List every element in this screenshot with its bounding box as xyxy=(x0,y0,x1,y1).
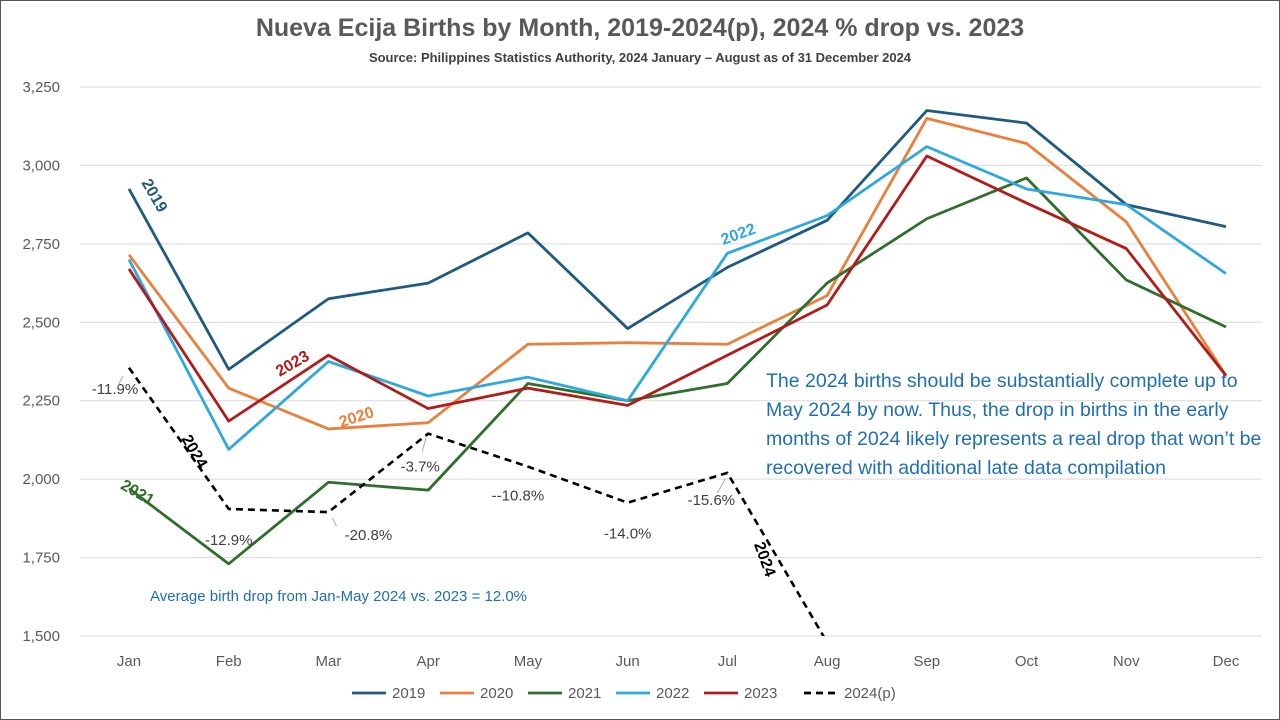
legend-label: 2020 xyxy=(480,685,513,702)
legend-label: 2021 xyxy=(568,685,601,702)
x-tick-label: Nov xyxy=(1113,653,1140,670)
y-tick-label: 2,500 xyxy=(22,314,60,331)
y-tick-label: 3,000 xyxy=(22,157,60,174)
leader-line xyxy=(421,437,427,452)
y-tick-label: 2,750 xyxy=(22,236,60,253)
leader-line xyxy=(332,517,337,527)
y-tick-label: 1,750 xyxy=(22,550,60,567)
legend-label: 2024(p) xyxy=(844,685,896,702)
series-inline-label: 2024 xyxy=(750,540,778,579)
series-line-2023 xyxy=(127,154,1228,423)
y-tick-label: 2,000 xyxy=(22,471,60,488)
x-tick-label: Mar xyxy=(316,653,342,670)
x-tick-label: Jan xyxy=(117,653,141,670)
drop-label: -14.0% xyxy=(604,526,652,543)
x-tick-label: Aug xyxy=(814,653,841,670)
legend-label: 2019 xyxy=(392,685,425,702)
x-tick-label: Jun xyxy=(616,653,640,670)
series-line-2020 xyxy=(127,116,1228,431)
series-line-2022 xyxy=(127,145,1227,451)
y-tick-label: 1,500 xyxy=(22,628,60,645)
chart-subtitle: Source: Philippines Statistics Authority… xyxy=(368,50,912,65)
chart-title: Nueva Ecija Births by Month, 2019-2024(p… xyxy=(255,14,1025,42)
drop-label: --10.8% xyxy=(492,488,545,505)
series-line-2021 xyxy=(128,176,1227,566)
drop-label: -11.9% xyxy=(92,381,138,398)
x-tick-label: Sep xyxy=(913,653,940,670)
drop-label: -12.9% xyxy=(205,532,253,549)
annotation-average-drop: Average birth drop from Jan-May 2024 vs.… xyxy=(150,588,528,605)
x-tick-label: Jul xyxy=(718,653,737,670)
legend-label: 2023 xyxy=(744,685,777,702)
y-tick-label: 2,250 xyxy=(22,393,60,410)
drop-label: -3.7% xyxy=(401,459,440,476)
x-tick-label: Dec xyxy=(1213,653,1240,670)
leader-line xyxy=(716,478,726,494)
legend-label: 2022 xyxy=(656,685,689,702)
leader-line xyxy=(116,375,124,388)
annotation-note: The 2024 births should be substantially … xyxy=(766,370,1262,479)
series-inline-label: 2021 xyxy=(118,477,157,510)
y-tick-label: 3,250 xyxy=(22,79,60,96)
drop-label: -20.8% xyxy=(345,527,393,544)
series-inline-label: 2019 xyxy=(138,176,171,215)
x-tick-label: May xyxy=(514,653,543,670)
x-tick-label: Feb xyxy=(216,653,242,670)
x-tick-label: Oct xyxy=(1015,653,1039,670)
drop-label: -15.6% xyxy=(688,492,736,509)
series-inline-label: 2024 xyxy=(178,432,211,471)
x-tick-label: Apr xyxy=(417,653,440,670)
series-line-2019 xyxy=(127,109,1227,371)
series-line-2024(p) xyxy=(127,367,825,636)
series-inline-label: 2023 xyxy=(273,348,312,381)
